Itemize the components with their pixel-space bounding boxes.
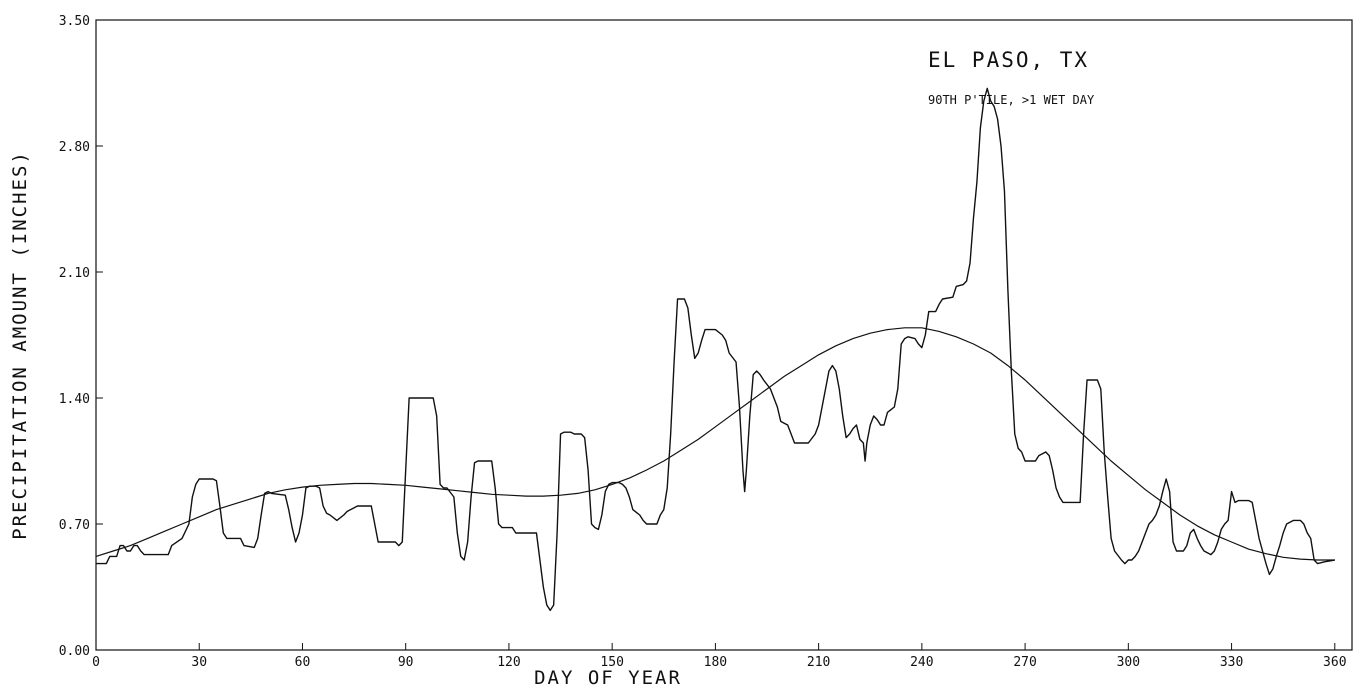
x-tick-label: 180 (704, 655, 727, 670)
y-tick-label: 1.40 (59, 392, 90, 407)
x-tick-labels: 0 30 60 90 120 150 180 210 240 270 300 330 360 (92, 655, 1346, 670)
x-tick-label: 300 (1117, 655, 1140, 670)
series-layer (95, 87, 1335, 612)
x-tick-label: 90 (398, 655, 414, 670)
y-tick-labels: 0.00 0.70 1.40 2.10 2.80 3.50 (59, 14, 90, 659)
x-tick-label: 120 (497, 655, 520, 670)
chart-subtitle: 90TH P'TILE, >1 WET DAY (928, 93, 1095, 107)
plot-frame (95, 19, 1353, 651)
x-axis-label: DAY OF YEAR (534, 667, 682, 688)
y-axis-label: PRECIPITATION AMOUNT (INCHES) (9, 150, 31, 540)
x-tick-label: 240 (910, 655, 933, 670)
x-tick-label: 150 (600, 655, 623, 670)
plot-area-border (95, 19, 1353, 651)
x-tick-label: 60 (295, 655, 311, 670)
chart-title: EL PASO, TX (928, 48, 1089, 72)
x-tick-label: 360 (1323, 655, 1346, 670)
y-tick-label: 2.80 (59, 140, 90, 155)
x-tick-label: 30 (191, 655, 207, 670)
x-tick-label: 0 (92, 655, 100, 670)
x-tick-label: 330 (1220, 655, 1243, 670)
percentile-series-line (96, 87, 1335, 612)
x-tick-label: 270 (1013, 655, 1036, 670)
y-tick-label: 3.50 (59, 14, 90, 29)
fitted-curve-line (95, 327, 1335, 561)
tick-marks (95, 19, 1336, 651)
y-tick-label: 2.10 (59, 266, 90, 281)
y-tick-label: 0.70 (59, 518, 90, 533)
x-tick-label: 210 (807, 655, 830, 670)
y-tick-label: 0.00 (59, 644, 90, 659)
